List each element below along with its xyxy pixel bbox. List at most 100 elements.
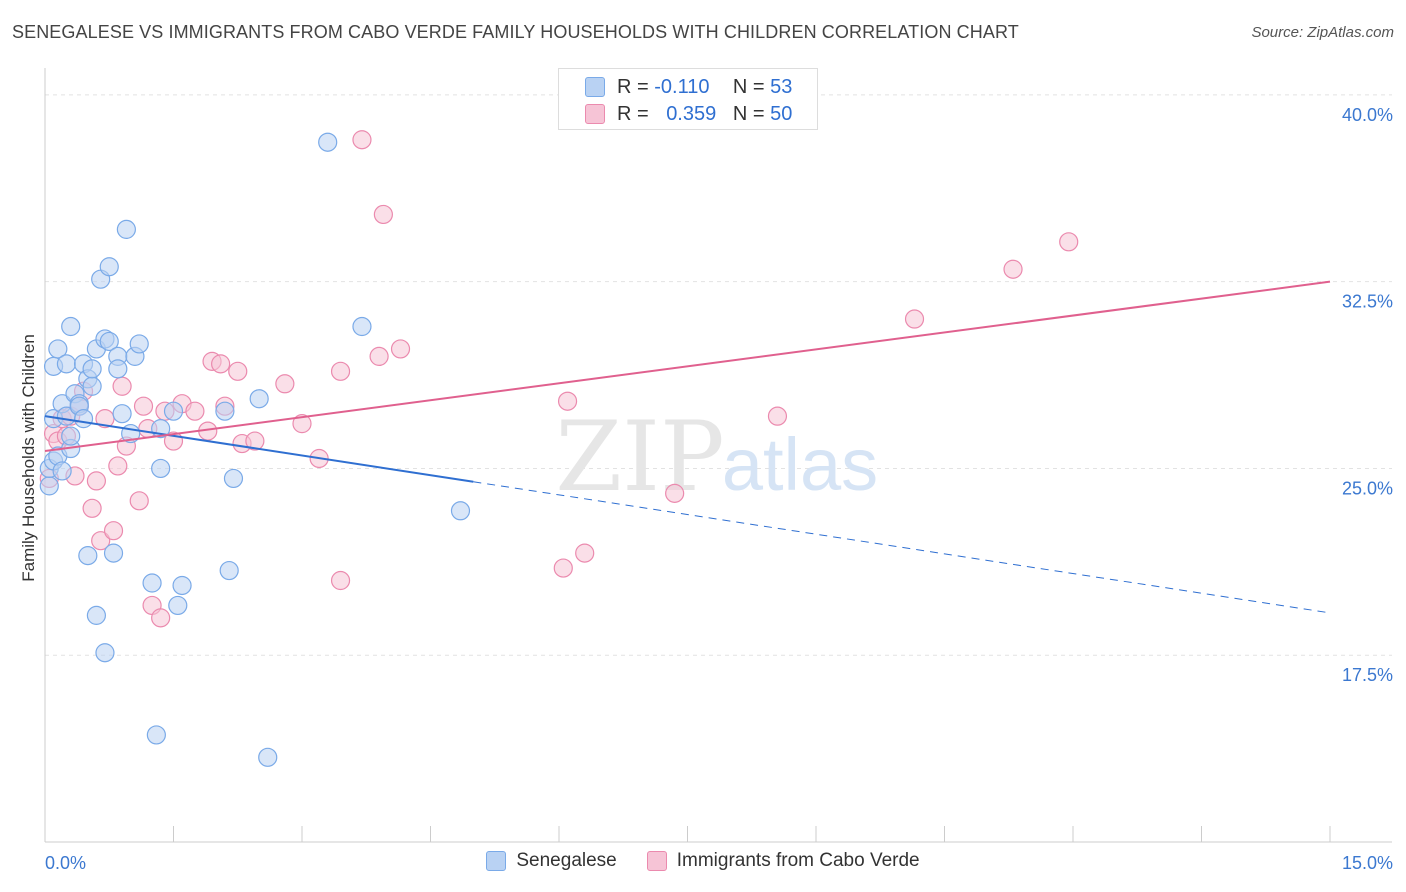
source-credit: Source: ZipAtlas.com xyxy=(1251,24,1394,41)
stats-row-cabo-verde: R = 0.359 N = 50 xyxy=(585,101,792,127)
legend-label: Senegalese xyxy=(516,850,617,871)
senegalese-point xyxy=(78,546,98,566)
cabo-verde-point xyxy=(292,414,312,434)
r-label: R = xyxy=(617,75,649,98)
cabo-verde-point xyxy=(330,361,351,381)
cabo-verde-point xyxy=(228,361,248,381)
cabo-verde-point xyxy=(767,406,788,426)
senegalese-point xyxy=(258,747,278,767)
stats-box: R = -0.110 N = 53 R = 0.359 N = 50 xyxy=(558,68,818,130)
legend: Senegalese Immigrants from Cabo Verde xyxy=(0,850,1406,872)
senegalese-point xyxy=(223,468,244,489)
n-label: N = xyxy=(732,102,765,125)
r-label: R = xyxy=(617,102,649,125)
tick-labels: 17.5% 25.0% 32.5% 40.0% 0.0% 15.0% xyxy=(45,105,1393,873)
senegalese-point xyxy=(103,543,124,563)
senegalese-point xyxy=(73,409,94,429)
senegalese-point xyxy=(39,476,59,496)
senegalese-point xyxy=(56,354,77,374)
cabo-verde-point xyxy=(245,431,265,451)
n-value: 53 xyxy=(770,75,793,98)
senegalese-point xyxy=(82,376,102,396)
senegalese-point xyxy=(82,359,102,379)
cabo-verde-point xyxy=(553,558,573,578)
cabo-verde-point xyxy=(82,498,102,518)
trendlines xyxy=(44,280,1331,614)
x-tick-label: 15.0% xyxy=(1342,853,1393,873)
y-tick-label: 40.0% xyxy=(1342,105,1393,125)
n-value: 50 xyxy=(770,102,793,125)
senegalese-point xyxy=(146,725,166,745)
cabo-verde-point xyxy=(129,491,149,511)
senegalese-point xyxy=(450,501,471,521)
n-label: N = xyxy=(732,75,765,98)
senegalese-point xyxy=(99,331,119,352)
series-cabo-verde-points xyxy=(39,130,1079,628)
legend-swatch-blue xyxy=(486,851,507,871)
cabo-verde-trendline xyxy=(44,280,1331,453)
cabo-verde-point xyxy=(185,401,205,421)
series-senegalese-points xyxy=(39,132,471,767)
senegalese-point xyxy=(129,334,149,354)
senegalese-point xyxy=(95,643,115,663)
senegalese-trendline-extension xyxy=(473,481,1331,614)
legend-label: Immigrants from Cabo Verde xyxy=(676,850,920,871)
cabo-verde-point xyxy=(86,471,107,491)
cabo-verde-point xyxy=(275,374,295,394)
senegalese-point xyxy=(61,426,81,446)
cabo-verde-point xyxy=(904,309,925,329)
senegalese-point xyxy=(168,595,188,616)
senegalese-point xyxy=(318,132,338,152)
senegalese-point xyxy=(52,461,72,481)
senegalese-point xyxy=(163,401,184,421)
cabo-verde-point xyxy=(665,483,685,503)
watermark-zip: ZIP xyxy=(555,401,724,513)
cabo-verde-point xyxy=(373,204,393,225)
watermark-atlas: atlas xyxy=(722,423,878,506)
watermark: ZIP atlas xyxy=(555,401,878,513)
cabo-verde-point xyxy=(330,570,351,591)
stats-swatch-pink xyxy=(585,104,605,124)
senegalese-point xyxy=(116,219,136,239)
y-tick-label: 17.5% xyxy=(1342,665,1393,685)
senegalese-point xyxy=(99,257,119,277)
chart-title: SENEGALESE VS IMMIGRANTS FROM CABO VERDE… xyxy=(12,22,1019,42)
cabo-verde-point xyxy=(211,354,231,374)
senegalese-point xyxy=(48,339,68,359)
senegalese-point xyxy=(112,404,132,424)
x-tick-label: 0.0% xyxy=(45,853,86,873)
r-value: -0.110 xyxy=(654,75,710,98)
cabo-verde-point xyxy=(352,130,372,150)
gridlines xyxy=(45,94,1392,656)
legend-swatch-pink xyxy=(646,851,667,871)
cabo-verde-point xyxy=(557,391,578,411)
cabo-verde-point xyxy=(108,456,128,476)
stats-row-senegalese: R = -0.110 N = 53 xyxy=(585,74,792,100)
legend-item-cabo-verde: Immigrants from Cabo Verde xyxy=(646,850,920,872)
y-axis-label: Family Households with Children xyxy=(19,334,38,582)
cabo-verde-point xyxy=(575,543,595,563)
cabo-verde-point xyxy=(369,346,389,366)
senegalese-point xyxy=(142,573,162,593)
cabo-verde-point xyxy=(390,339,411,359)
senegalese-point xyxy=(172,575,192,596)
cabo-verde-point xyxy=(91,531,111,551)
cabo-verde-point xyxy=(1003,259,1023,279)
y-tick-label: 32.5% xyxy=(1342,292,1393,312)
cabo-verde-point xyxy=(1059,232,1079,252)
senegalese-point xyxy=(215,401,235,421)
cabo-verde-point xyxy=(103,521,124,541)
senegalese-point xyxy=(108,359,128,379)
legend-item-senegalese: Senegalese xyxy=(486,850,617,872)
senegalese-point xyxy=(61,316,81,337)
cabo-verde-point xyxy=(112,376,132,396)
senegalese-point xyxy=(86,605,107,625)
senegalese-trendline xyxy=(44,415,474,483)
senegalese-point xyxy=(249,389,269,409)
cabo-verde-point xyxy=(133,396,154,416)
stats-swatch-blue xyxy=(585,77,605,97)
senegalese-point xyxy=(352,316,372,337)
axes xyxy=(44,68,1392,843)
y-tick-label: 25.0% xyxy=(1342,478,1393,498)
